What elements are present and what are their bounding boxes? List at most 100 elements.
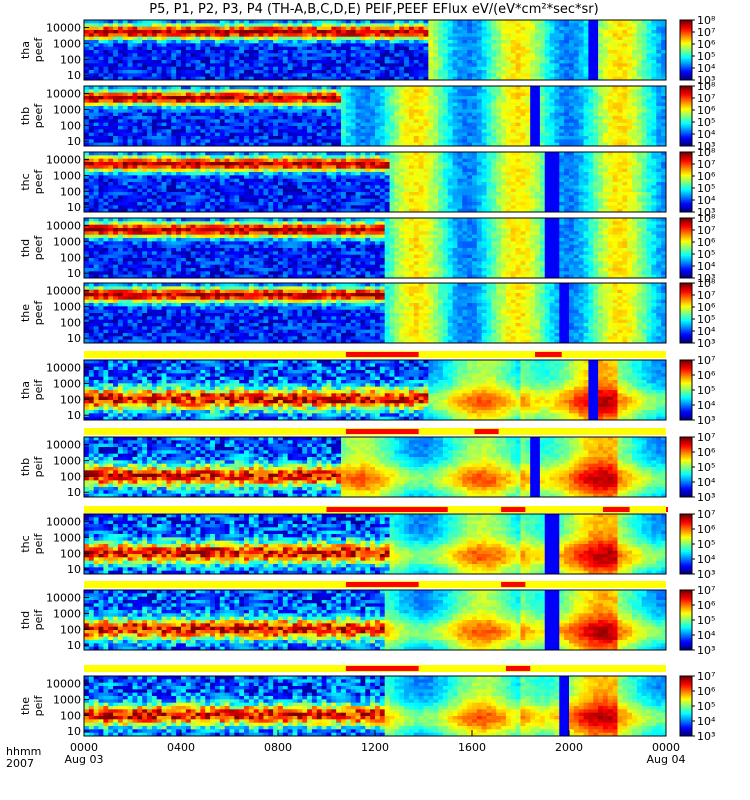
spectrogram-cell	[408, 106, 415, 110]
spectrogram-cell	[350, 50, 356, 54]
spectrogram-cell	[535, 36, 541, 41]
spectrogram-cell	[491, 66, 497, 71]
spectrogram-cell	[515, 112, 521, 117]
spectrogram-cell	[496, 139, 502, 144]
spectrogram-cell	[156, 66, 162, 71]
spectrogram-cell	[195, 92, 201, 97]
spectrogram-cell	[428, 26, 434, 31]
spectrogram-cell	[399, 66, 405, 71]
spectrogram-cell	[108, 178, 114, 183]
spectrogram-cell	[273, 76, 279, 81]
spectrogram-cell	[457, 40, 463, 44]
spectrogram-cell	[598, 53, 604, 58]
spectrogram-cell	[234, 168, 240, 173]
spectrogram-cell	[224, 40, 230, 44]
spectrogram-cell	[554, 63, 560, 68]
spectrogram-cell	[598, 20, 604, 24]
y-tick-label: 10	[67, 69, 81, 82]
spectrogram-cell	[137, 195, 143, 200]
spectrogram-cell	[113, 182, 119, 186]
spectrogram-cell	[156, 99, 162, 104]
spectrogram-cell	[185, 36, 192, 41]
spectrogram-cell	[219, 175, 226, 180]
spectrogram-cell	[544, 66, 550, 71]
spectrogram-cell	[476, 112, 483, 117]
spectrogram-cell	[525, 109, 531, 114]
spectrogram-cell	[84, 175, 90, 180]
spectrogram-cell	[646, 109, 652, 114]
spectrogram-cell	[559, 86, 565, 90]
spectrogram-cell	[210, 142, 216, 147]
spectrogram-cell	[205, 165, 211, 170]
spectrogram-cell	[559, 142, 565, 147]
spectrogram-cell	[287, 142, 293, 147]
spectrogram-cell	[641, 70, 647, 74]
spectrogram-cell	[399, 46, 405, 51]
spectrogram-cell	[117, 92, 124, 97]
spectrogram-cell	[467, 142, 473, 147]
spectrogram-cell	[413, 96, 420, 100]
spectrogram-cell	[661, 73, 667, 78]
spectrogram-cell	[438, 126, 444, 130]
spectrogram-cell	[142, 20, 148, 24]
spectrogram-cell	[166, 33, 172, 38]
spectrogram-cell	[413, 50, 420, 54]
spectrogram-cell	[428, 63, 434, 68]
spectrogram-cell	[418, 73, 424, 78]
spectrogram-cell	[515, 86, 521, 90]
spectrogram-cell	[636, 109, 643, 114]
spectrogram-cell	[273, 20, 279, 24]
spectrogram-cell	[287, 99, 293, 104]
spectrogram-cell	[142, 126, 148, 130]
spectrogram-cell	[98, 56, 104, 61]
spectrogram-cell	[132, 43, 138, 48]
spectrogram-cell	[505, 122, 512, 127]
spectrogram-cell	[617, 50, 623, 54]
spectrogram-cell	[311, 92, 318, 97]
spectrogram-cell	[476, 63, 483, 68]
spectrogram-cell	[88, 152, 95, 156]
y-tick-label: 1000	[53, 37, 81, 50]
spectrogram-cell	[472, 60, 478, 64]
spectrogram-cell	[282, 126, 289, 130]
spectrogram-cell	[273, 122, 279, 127]
spectrogram-cell	[535, 102, 541, 107]
spectrogram-cell	[602, 102, 609, 107]
spectrogram-cell	[389, 96, 395, 100]
spectrogram-cell	[234, 162, 240, 166]
spectrogram-cell	[559, 76, 565, 81]
spectrogram-cell	[98, 96, 104, 100]
spectrogram-cell	[438, 70, 444, 74]
spectrogram-cell	[166, 198, 172, 203]
spectrogram-cell	[132, 102, 138, 107]
spectrogram-cell	[161, 53, 167, 58]
spectrogram-cell	[229, 172, 235, 176]
spectrogram-cell	[389, 40, 395, 44]
spectrogram-cell	[525, 86, 531, 90]
spectrogram-cell	[661, 30, 667, 34]
spectrogram-cell	[433, 36, 439, 41]
spectrogram-cell	[384, 56, 390, 61]
spectrogram-cell	[302, 136, 308, 140]
spectrogram-cell	[161, 89, 167, 94]
spectrogram-cell	[200, 99, 206, 104]
spectrogram-cell	[598, 112, 604, 117]
spectrogram-cell	[156, 50, 162, 54]
spectrogram-cell	[321, 96, 327, 100]
spectrogram-cell	[535, 139, 541, 144]
spectrogram-cell	[501, 89, 507, 94]
spectrogram-cell	[292, 116, 298, 120]
spectrogram-cell	[370, 46, 376, 51]
spectrogram-cell	[413, 119, 420, 124]
spectrogram-cell	[263, 129, 269, 134]
spectrogram-cell	[278, 36, 284, 41]
spectrogram-cell	[108, 23, 114, 28]
spectrogram-cell	[602, 122, 609, 127]
spectrogram-cell	[627, 89, 633, 94]
spectrogram-cell	[268, 60, 274, 64]
spectrogram-cell	[365, 43, 371, 48]
spectrogram-cell	[588, 89, 594, 94]
spectrogram-cell	[661, 96, 667, 100]
spectrogram-cell	[302, 89, 308, 94]
spectrogram-cell	[617, 126, 623, 130]
